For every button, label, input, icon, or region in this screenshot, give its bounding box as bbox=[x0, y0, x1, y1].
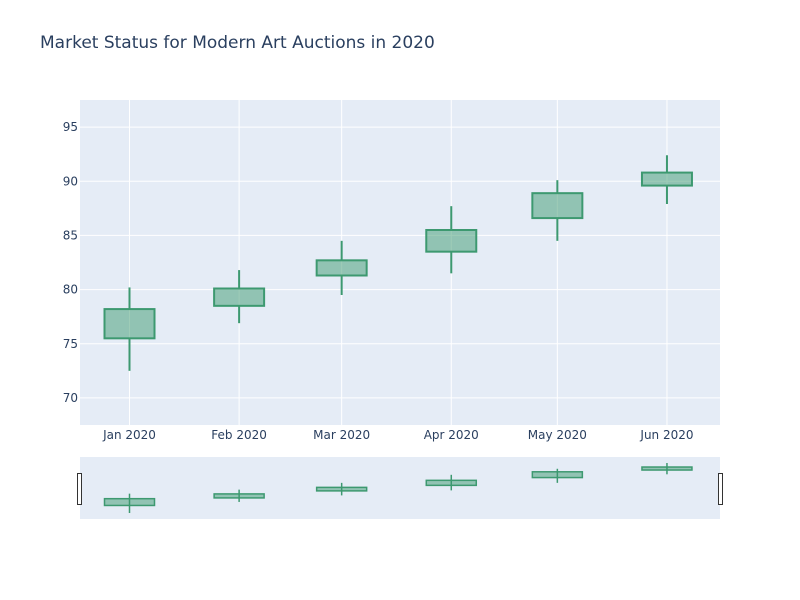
y-tick-label: 75 bbox=[63, 337, 78, 351]
candle-body[interactable] bbox=[640, 171, 693, 187]
rangeslider-candle-body bbox=[213, 493, 265, 499]
candle-body[interactable] bbox=[213, 287, 266, 307]
y-tick-label: 95 bbox=[63, 120, 78, 134]
candle-body[interactable] bbox=[103, 308, 156, 340]
rangeslider-candle-body bbox=[103, 497, 156, 507]
x-tick-label: Jun 2020 bbox=[639, 428, 693, 442]
candle-body[interactable] bbox=[425, 229, 478, 253]
x-tick-label: Apr 2020 bbox=[424, 428, 479, 442]
rangeslider-background[interactable] bbox=[80, 457, 720, 519]
rangeslider-candle-body bbox=[425, 479, 478, 487]
x-tick-label: Mar 2020 bbox=[313, 428, 370, 442]
candle-body[interactable] bbox=[315, 259, 368, 277]
x-tick-label: Jan 2020 bbox=[102, 428, 156, 442]
y-tick-label: 90 bbox=[63, 174, 78, 188]
y-tick-label: 70 bbox=[63, 391, 78, 405]
y-tick-label: 80 bbox=[63, 283, 78, 297]
rangeslider-candle-body bbox=[531, 471, 584, 479]
rangeslider-candle-body bbox=[315, 486, 368, 492]
rangeslider-left-handle[interactable] bbox=[77, 473, 82, 505]
plot-background bbox=[80, 100, 720, 425]
x-tick-label: Feb 2020 bbox=[211, 428, 267, 442]
chart-title: Market Status for Modern Art Auctions in… bbox=[40, 33, 435, 53]
rangeslider-right-handle[interactable] bbox=[718, 473, 723, 505]
candle-body[interactable] bbox=[531, 192, 584, 220]
x-tick-label: May 2020 bbox=[528, 428, 587, 442]
y-tick-label: 85 bbox=[63, 228, 78, 242]
rangeslider-candle-body bbox=[641, 466, 693, 471]
